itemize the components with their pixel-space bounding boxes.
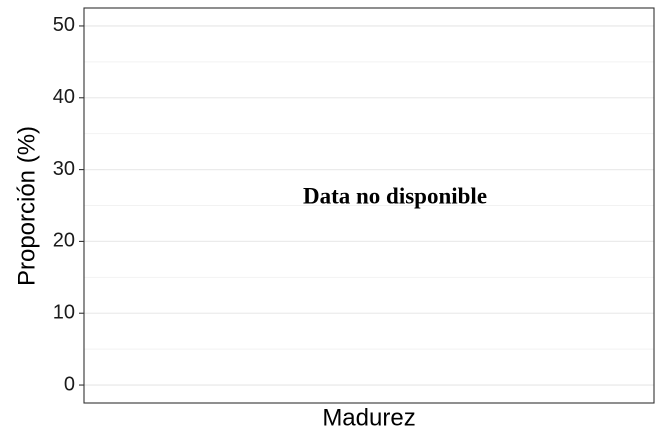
panel-border: [83, 7, 655, 404]
y-tick-label: 10: [53, 302, 75, 324]
y-tick-label: 0: [64, 373, 75, 395]
x-axis-title: Madurez: [322, 404, 415, 431]
y-tick-label: 50: [53, 14, 75, 36]
y-tick-label: 20: [53, 230, 75, 252]
annotation: Data no disponible: [303, 183, 487, 208]
y-axis-title: Proporción (%): [13, 126, 40, 286]
grid: [84, 25, 654, 386]
y-tick-label: 40: [53, 86, 75, 108]
y-tick-label: 30: [53, 158, 75, 180]
